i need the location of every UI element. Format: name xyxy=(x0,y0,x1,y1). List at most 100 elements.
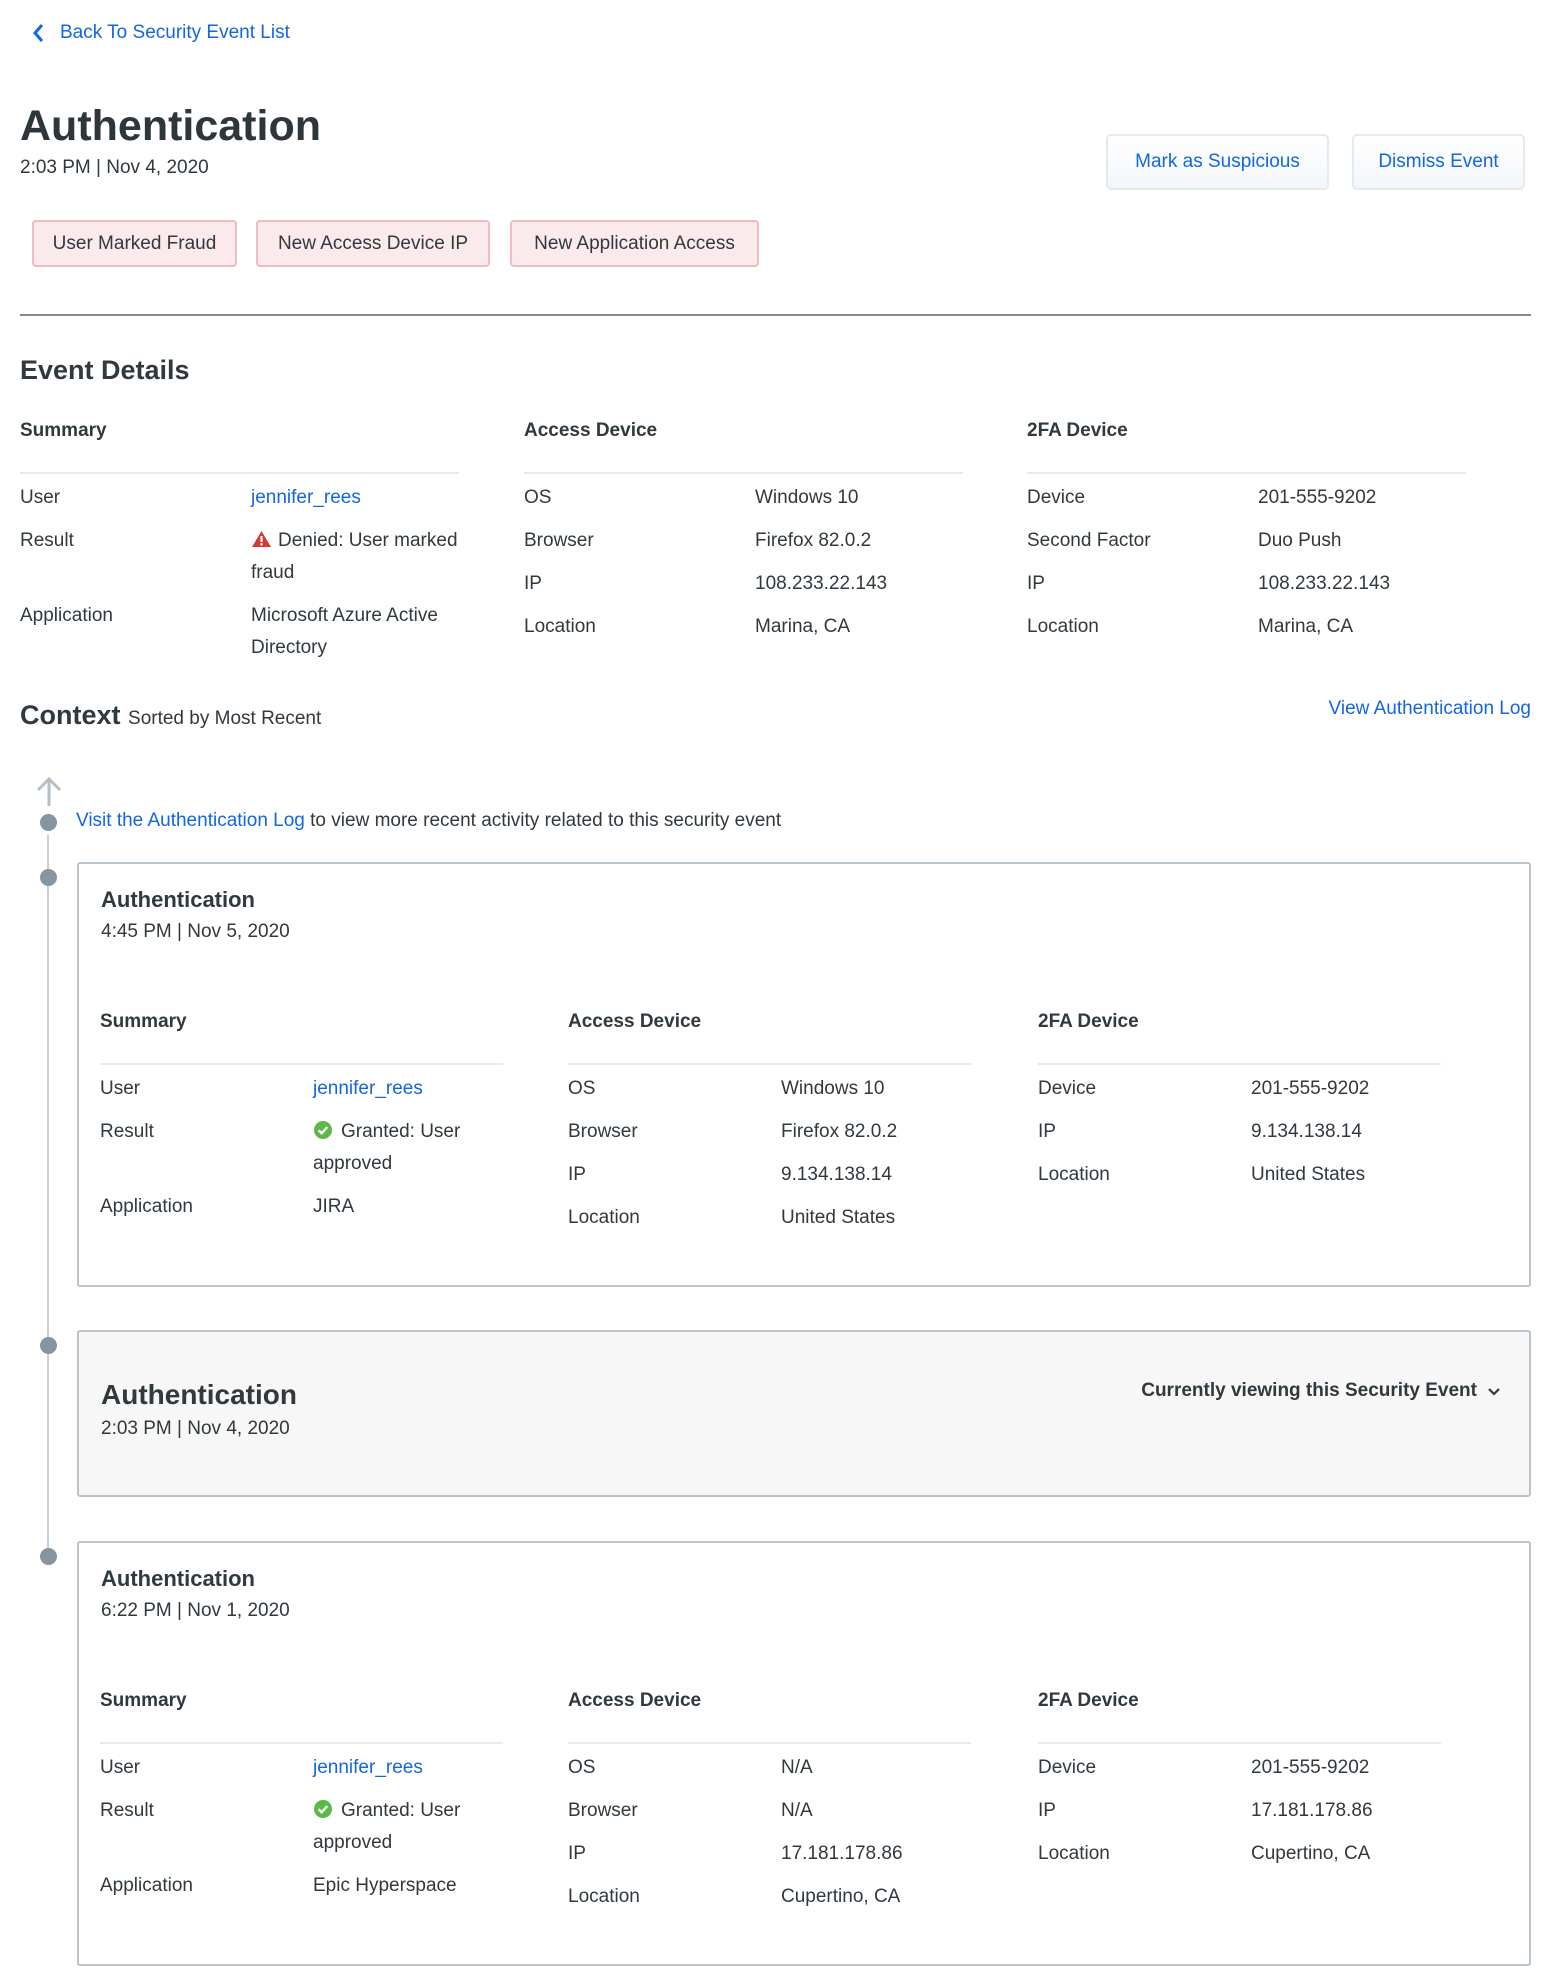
detail-row: Result Granted: User approved xyxy=(100,1795,503,1859)
detail-row: Location Marina, CA xyxy=(524,611,963,643)
row-value: Granted: User approved xyxy=(313,1800,461,1853)
currently-viewing-dropdown[interactable]: Currently viewing this Security Event xyxy=(1141,1380,1501,1402)
row-value: JIRA xyxy=(313,1196,355,1217)
row-label: Location xyxy=(568,1207,640,1228)
back-link-label: Back To Security Event List xyxy=(60,22,290,43)
context-heading: Context Sorted by Most Recent xyxy=(20,700,321,731)
row-label: Browser xyxy=(568,1121,638,1142)
detail-column: 2FA Device Device 201-555-9202 IP 17.181.178… xyxy=(1038,1688,1441,1881)
row-label: Second Factor xyxy=(1027,530,1151,551)
detail-row: IP 17.181.178.86 xyxy=(1038,1795,1441,1827)
detail-row: Location United States xyxy=(1038,1159,1441,1191)
detail-row: IP 108.233.22.143 xyxy=(1027,568,1466,600)
row-label: Result xyxy=(20,530,74,551)
detail-row: User jennifer_rees xyxy=(20,482,459,514)
detail-column: 2FA Device Device 201-555-9202 Second Facto… xyxy=(1027,418,1466,654)
row-label: IP xyxy=(1038,1121,1056,1142)
detail-row: OS N/A xyxy=(568,1752,971,1784)
detail-row: Device 201-555-9202 xyxy=(1027,482,1466,514)
detail-column: Access Device OS Windows 10 Browser Firefox … xyxy=(524,418,963,654)
detail-row: OS Windows 10 xyxy=(568,1073,971,1105)
detail-column: Access Device OS Windows 10 Browser Firefox … xyxy=(568,1009,971,1245)
row-label: Location xyxy=(1027,616,1099,637)
detail-row: Result Granted: User approved xyxy=(100,1116,503,1180)
event-details-heading: Event Details xyxy=(20,355,190,385)
detail-row: Result Denied: User marked fraud xyxy=(20,525,459,589)
detail-row: User jennifer_rees xyxy=(100,1752,503,1784)
tag-user-marked-fraud: User Marked Fraud xyxy=(32,220,237,267)
card-title: Authentication xyxy=(101,1379,297,1410)
visit-auth-log-link[interactable]: Visit the Authentication Log xyxy=(76,810,305,831)
detail-column: Access Device OS N/A Browser N/A IP 17.181.178… xyxy=(568,1688,971,1924)
column-heading: 2FA Device xyxy=(1038,1688,1441,1744)
timeline-line xyxy=(47,840,49,1560)
sort-note: Sorted by Most Recent xyxy=(128,708,322,729)
detail-row: Browser Firefox 82.0.2 xyxy=(568,1116,971,1148)
row-value: Denied: User marked fraud xyxy=(251,530,458,583)
card-datetime: 4:45 PM | Nov 5, 2020 xyxy=(101,921,290,942)
row-value: United States xyxy=(781,1207,896,1228)
row-value: Windows 10 xyxy=(755,487,859,508)
row-value: N/A xyxy=(781,1757,813,1778)
detail-row: Location Cupertino, CA xyxy=(568,1881,971,1913)
row-value: Marina, CA xyxy=(1258,616,1354,637)
user-link[interactable]: jennifer_rees xyxy=(313,1078,423,1099)
row-value: 17.181.178.86 xyxy=(1251,1800,1373,1821)
detail-row: IP 17.181.178.86 xyxy=(568,1838,971,1870)
event-card[interactable]: Authentication 6:22 PM | Nov 1, 2020 Summa… xyxy=(77,1541,1531,1966)
detail-row: Browser Firefox 82.0.2 xyxy=(524,525,963,557)
detail-row: Location Marina, CA xyxy=(1027,611,1466,643)
row-value: N/A xyxy=(781,1800,813,1821)
row-label: Application xyxy=(20,605,113,626)
timeline-dot xyxy=(40,1337,57,1354)
column-heading: 2FA Device xyxy=(1027,418,1466,474)
back-to-list-link[interactable]: Back To Security Event List xyxy=(32,22,290,44)
row-value: Cupertino, CA xyxy=(781,1886,901,1907)
row-label: User xyxy=(100,1757,141,1778)
view-authentication-log-link[interactable]: View Authentication Log xyxy=(1328,698,1531,719)
row-value: 201-555-9202 xyxy=(1258,487,1377,508)
visit-log-description: to view more recent activity related to … xyxy=(304,810,782,831)
detail-row: Application JIRA xyxy=(100,1191,503,1223)
divider xyxy=(20,314,1531,316)
user-link[interactable]: jennifer_rees xyxy=(251,487,361,508)
row-label: OS xyxy=(568,1078,596,1099)
dismiss-event-button[interactable]: Dismiss Event xyxy=(1352,134,1525,190)
current-event-card[interactable]: Authentication 2:03 PM | Nov 4, 2020 Cur… xyxy=(77,1330,1531,1497)
mark-suspicious-button[interactable]: Mark as Suspicious xyxy=(1106,134,1329,190)
row-label: Browser xyxy=(524,530,594,551)
row-value: 17.181.178.86 xyxy=(781,1843,903,1864)
row-label: OS xyxy=(524,487,552,508)
detail-row: Device 201-555-9202 xyxy=(1038,1073,1441,1105)
row-label: User xyxy=(100,1078,141,1099)
row-value: Firefox 82.0.2 xyxy=(781,1121,898,1142)
row-label: IP xyxy=(568,1843,586,1864)
column-heading: Summary xyxy=(100,1688,503,1744)
card-datetime: 2:03 PM | Nov 4, 2020 xyxy=(101,1418,290,1439)
column-heading: Access Device xyxy=(524,418,963,474)
row-value: Granted: User approved xyxy=(313,1121,461,1174)
context-title: Context xyxy=(20,700,121,730)
event-datetime: 2:03 PM | Nov 4, 2020 xyxy=(20,157,209,178)
detail-row: Location United States xyxy=(568,1202,971,1234)
row-label: Location xyxy=(568,1886,640,1907)
row-value: Duo Push xyxy=(1258,530,1342,551)
arrow-up-icon xyxy=(36,777,62,806)
column-heading: 2FA Device xyxy=(1038,1009,1441,1065)
detail-row: Location Cupertino, CA xyxy=(1038,1838,1441,1870)
row-label: User xyxy=(20,487,61,508)
row-label: Application xyxy=(100,1196,193,1217)
row-value: 201-555-9202 xyxy=(1251,1757,1370,1778)
event-card[interactable]: Authentication 4:45 PM | Nov 5, 2020 Summa… xyxy=(77,862,1531,1287)
tag-new-application-access: New Application Access xyxy=(510,220,759,267)
user-link[interactable]: jennifer_rees xyxy=(313,1757,423,1778)
page-title: Authentication xyxy=(20,102,321,150)
card-datetime: 6:22 PM | Nov 1, 2020 xyxy=(101,1600,290,1621)
check-circle-icon xyxy=(314,1800,332,1818)
row-value: 201-555-9202 xyxy=(1251,1078,1370,1099)
detail-column: Summary User jennifer_rees Result Granted: U… xyxy=(100,1009,503,1234)
detail-row: Browser N/A xyxy=(568,1795,971,1827)
detail-row: IP 9.134.138.14 xyxy=(1038,1116,1441,1148)
row-value: Epic Hyperspace xyxy=(313,1875,457,1896)
row-label: IP xyxy=(524,573,542,594)
